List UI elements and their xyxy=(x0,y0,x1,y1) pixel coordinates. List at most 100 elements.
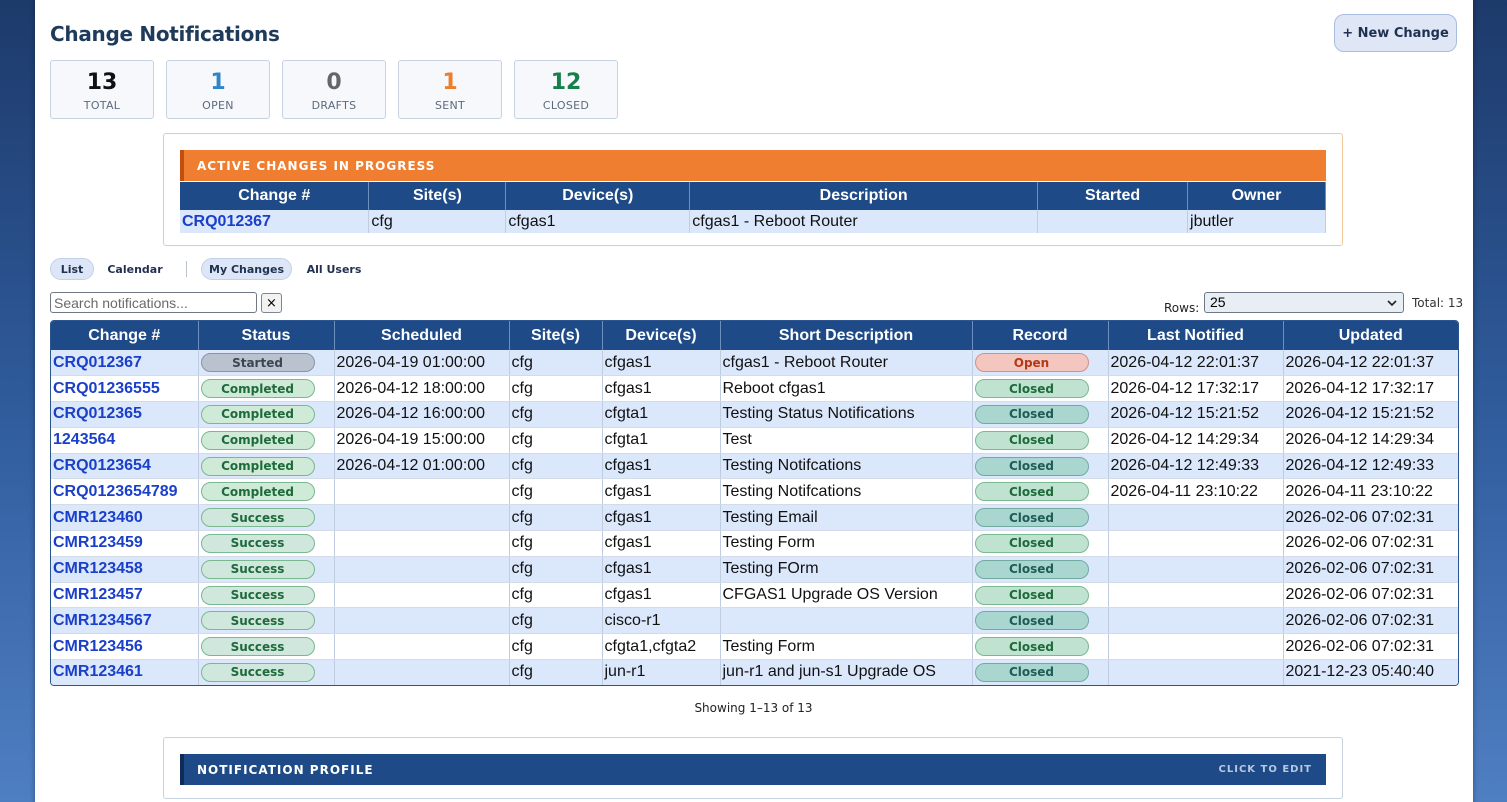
change-link[interactable]: 1243564 xyxy=(53,431,116,449)
updated-cell: 2026-02-06 07:02:31 xyxy=(1283,530,1458,557)
col-owner[interactable]: Owner xyxy=(1187,182,1326,210)
col-devices[interactable]: Device(s) xyxy=(602,321,721,350)
table-row[interactable]: CMR123459 Success cfg cfgas1 Testing Form Clo… xyxy=(51,530,1458,557)
col-short-description[interactable]: Short Description xyxy=(720,321,973,350)
view-list-button[interactable]: List xyxy=(50,258,94,280)
stat-card-open[interactable]: 1 OPEN xyxy=(166,60,270,119)
status-badge: Success xyxy=(200,559,315,579)
click-to-edit-link[interactable]: CLICK TO EDIT xyxy=(1218,764,1312,775)
status-badge: Success xyxy=(200,662,315,682)
col-devices[interactable]: Device(s) xyxy=(505,182,691,210)
change-link[interactable]: CRQ012367 xyxy=(53,353,142,371)
col-started[interactable]: Started xyxy=(1037,182,1189,210)
status-badge-cell: Completed xyxy=(198,375,335,403)
record-badge-cell: Closed xyxy=(972,478,1109,506)
change-link[interactable]: CMR123458 xyxy=(53,560,143,578)
change-link[interactable]: CRQ0123654789 xyxy=(53,482,178,500)
notification-profile-header[interactable]: NOTIFICATION PROFILE CLICK TO EDIT xyxy=(180,754,1326,785)
change-link[interactable]: CMR123456 xyxy=(53,637,143,655)
change-cell: CMR123457 xyxy=(51,582,199,609)
rows-value: 25 xyxy=(1210,294,1226,310)
description-cell: cfgas1 - Reboot Router xyxy=(720,350,973,377)
last-notified-cell: 2026-04-12 15:21:52 xyxy=(1108,401,1284,428)
col-record[interactable]: Record xyxy=(972,321,1109,350)
status-badge: Completed xyxy=(200,379,315,399)
stat-card-sent[interactable]: 1 SENT xyxy=(398,60,502,119)
active-change-link[interactable]: CRQ012367 xyxy=(182,212,271,230)
table-row[interactable]: CMR123457 Success cfg cfgas1 CFGAS1 Upgrade … xyxy=(51,582,1458,609)
col-change[interactable]: Change # xyxy=(51,321,199,350)
rows-label: Rows: xyxy=(1164,301,1200,315)
status-badge: Success xyxy=(200,508,315,528)
change-link[interactable]: CRQ01236555 xyxy=(53,379,160,397)
status-badge: Success xyxy=(200,611,315,631)
status-badge-cell: Success xyxy=(198,633,335,661)
change-link[interactable]: CRQ012365 xyxy=(53,405,142,423)
site-cell: cfg xyxy=(509,453,603,480)
search-input[interactable] xyxy=(50,292,257,313)
record-badge-cell: Closed xyxy=(972,582,1109,609)
col-sites[interactable]: Site(s) xyxy=(509,321,603,350)
table-row[interactable]: CRQ01236555 Completed 2026-04-12 18:00:00 c… xyxy=(51,375,1458,403)
device-cell: cfgta1,cfgta2 xyxy=(602,633,721,661)
new-change-button[interactable]: + New Change xyxy=(1334,14,1457,52)
device-cell: cfgas1 xyxy=(602,350,721,377)
stat-card-total[interactable]: 13 TOTAL xyxy=(50,60,154,119)
page-title: Change Notifications xyxy=(50,22,280,46)
last-notified-cell xyxy=(1108,530,1284,557)
updated-cell: 2026-04-11 23:10:22 xyxy=(1283,478,1458,506)
change-link[interactable]: CMR123457 xyxy=(53,586,143,604)
stat-card-closed[interactable]: 12 CLOSED xyxy=(514,60,618,119)
col-description[interactable]: Description xyxy=(689,182,1039,210)
change-link[interactable]: CMR1234567 xyxy=(53,611,152,629)
device-cell: jun-r1 xyxy=(602,659,721,685)
change-link[interactable]: CRQ0123654 xyxy=(53,457,151,475)
record-badge-cell: Closed xyxy=(972,427,1109,454)
device-cell: cfgta1 xyxy=(602,427,721,454)
table-row[interactable]: CMR123460 Success cfg cfgas1 Testing Email Cl… xyxy=(51,504,1458,532)
table-row[interactable]: CMR1234567 Success cfg cisco-r1 Closed 2026-0… xyxy=(51,607,1458,635)
col-change[interactable]: Change # xyxy=(180,182,370,210)
record-badge-cell: Closed xyxy=(972,453,1109,480)
col-last-notified[interactable]: Last Notified xyxy=(1108,321,1284,350)
col-updated[interactable]: Updated xyxy=(1283,321,1458,350)
rows-per-page-select[interactable]: 25 xyxy=(1204,292,1404,313)
table-row[interactable]: CRQ012365 Completed 2026-04-12 16:00:00 cfg… xyxy=(51,401,1458,428)
table-row[interactable]: CRQ0123654 Completed 2026-04-12 01:00:00 cf… xyxy=(51,453,1458,480)
view-calendar-button[interactable]: Calendar xyxy=(107,262,163,276)
col-sites[interactable]: Site(s) xyxy=(368,182,507,210)
stat-value: 1 xyxy=(442,70,458,95)
description-cell: jun-r1 and jun-s1 Upgrade OS xyxy=(720,659,973,685)
table-row[interactable]: CRQ012367 Started 2026-04-19 01:00:00 cfg cf… xyxy=(51,350,1458,377)
active-owner: jbutler xyxy=(1187,210,1326,233)
stat-card-drafts[interactable]: 0 DRAFTS xyxy=(282,60,386,119)
col-scheduled[interactable]: Scheduled xyxy=(334,321,510,350)
site-cell: cfg xyxy=(509,350,603,377)
last-notified-cell xyxy=(1108,607,1284,635)
col-status[interactable]: Status xyxy=(198,321,335,350)
updated-cell: 2026-02-06 07:02:31 xyxy=(1283,582,1458,609)
table-row[interactable]: 1243564 Completed 2026-04-19 15:00:00 cfg cf… xyxy=(51,427,1458,454)
my-changes-button[interactable]: My Changes xyxy=(201,258,292,280)
all-users-button[interactable]: All Users xyxy=(306,262,362,276)
change-cell: CRQ012367 xyxy=(51,350,199,377)
table-row[interactable]: CMR123461 Success cfg jun-r1 jun-r1 and jun-… xyxy=(51,659,1458,685)
scheduled-cell: 2026-04-12 01:00:00 xyxy=(334,453,510,480)
status-badge-cell: Completed xyxy=(198,401,335,428)
change-link[interactable]: CMR123459 xyxy=(53,534,143,552)
status-badge: Completed xyxy=(200,430,315,450)
last-notified-cell xyxy=(1108,556,1284,583)
site-cell: cfg xyxy=(509,659,603,685)
change-link[interactable]: CMR123461 xyxy=(53,663,143,681)
change-cell: CMR1234567 xyxy=(51,607,199,635)
table-row[interactable]: CRQ0123654789 Completed cfg cfgas1 Testing N… xyxy=(51,478,1458,506)
table-row[interactable]: CMR123456 Success cfg cfgta1,cfgta2 Testing … xyxy=(51,633,1458,661)
last-notified-cell: 2026-04-12 17:32:17 xyxy=(1108,375,1284,403)
change-link[interactable]: CMR123460 xyxy=(53,508,143,526)
updated-cell: 2026-04-12 14:29:34 xyxy=(1283,427,1458,454)
clear-search-button[interactable]: × xyxy=(261,293,282,313)
active-changes-header: ACTIVE CHANGES IN PROGRESS xyxy=(180,150,1326,181)
last-notified-cell: 2026-04-12 22:01:37 xyxy=(1108,350,1284,377)
stat-value: 12 xyxy=(550,70,582,95)
table-row[interactable]: CMR123458 Success cfg cfgas1 Testing FOrm Clo… xyxy=(51,556,1458,583)
